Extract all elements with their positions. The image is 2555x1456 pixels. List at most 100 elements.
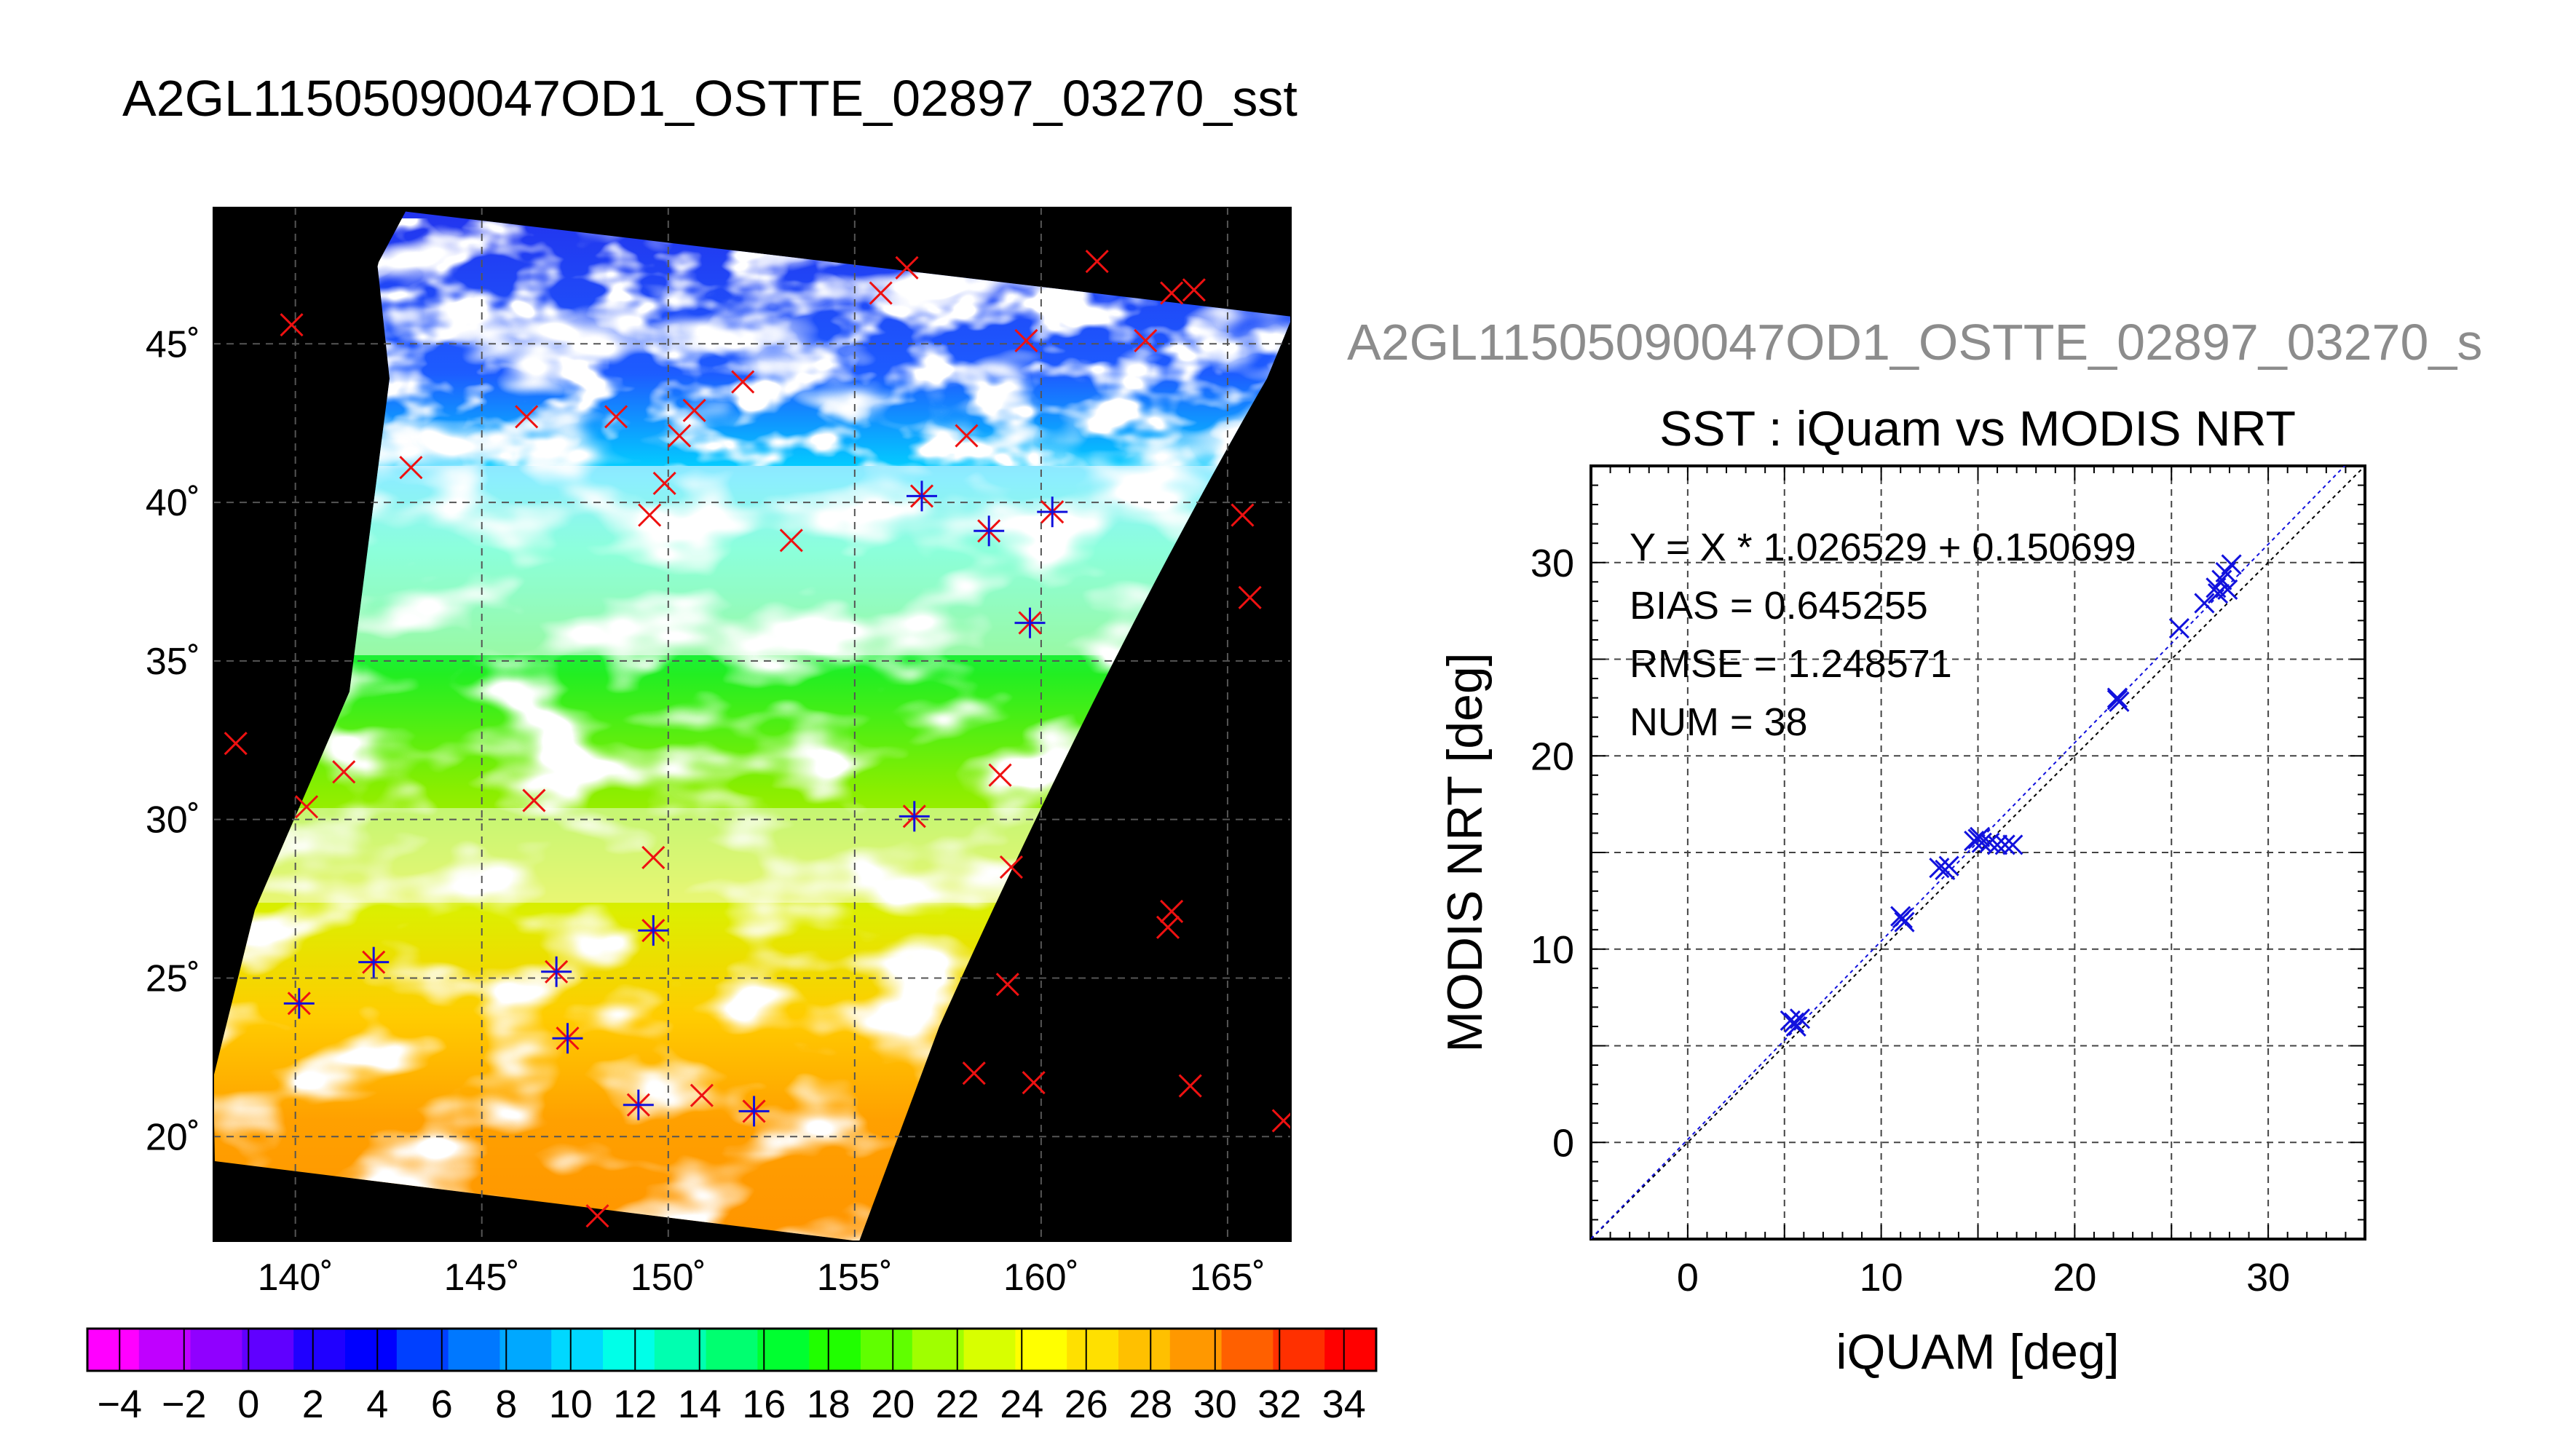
colorbar-tick-label: 22 [936,1382,979,1426]
iquam-point [641,845,666,870]
lat-tick-label: 40˚ [146,482,200,524]
iquam-point [652,471,676,496]
colorbar-swatch [1118,1329,1171,1371]
scatter-point [2106,689,2128,711]
modis-point [358,946,390,978]
iquam-point [522,788,546,812]
iquam-point [895,256,919,280]
modis-point [283,988,315,1019]
map-tick-labels: 140˚ 145˚ 150˚ 155˚ 160˚ 165˚ 20˚ 25˚ 30˚ 35˚ 40˚ 4… [146,323,1265,1299]
x-tick-label: 30 [2246,1256,2290,1299]
lat-tick-label: 45˚ [146,323,200,365]
colorbar-swatch [345,1329,398,1371]
lon-tick-label: 165˚ [1190,1257,1265,1299]
iquam-point [585,1204,609,1228]
y-tick-label: 10 [1531,928,1574,972]
lon-tick-label: 160˚ [1003,1257,1079,1299]
x-axis-label: iQUAM [deg] [1836,1324,2119,1380]
chart-title: A2GL11505090047OD1_OSTTE_02897_03270_sst [122,70,1298,127]
modis-point [1037,496,1068,528]
map-frame [213,207,1292,1242]
scatter-point [2002,834,2023,855]
scatter-point [2106,687,2128,708]
sst-map: 140˚ 145˚ 150˚ 155˚ 160˚ 165˚ 20˚ 25˚ 30˚ 35˚ 40˚ 4… [146,207,1292,1299]
scatter-point [1987,834,2008,855]
scatter-point [1789,1008,1811,1029]
colorbar-swatch [242,1329,294,1371]
iquam-point [515,405,539,429]
colorbar-swatch [551,1329,604,1371]
y-tick-label: 30 [1531,542,1574,585]
modis-point [974,515,1005,547]
scatter-points [1780,554,2242,1037]
iquam-point [690,1083,714,1107]
colorbar-swatch [963,1329,1016,1371]
regression-line [1591,466,2346,1239]
colorbar-swatch [1273,1329,1325,1371]
iquam-point [999,855,1023,879]
cloud-band [213,466,1291,655]
iquam-point [869,281,893,305]
lat-tick-label: 20˚ [146,1116,200,1158]
colorbar-tick-label: 2 [302,1382,324,1426]
colorbar-tick-label: 0 [237,1382,259,1426]
colorbar-tick-label: 14 [678,1382,722,1426]
sst-swath [213,207,1291,1241]
colorbar-tick-label: 32 [1257,1382,1301,1426]
iquam-point [668,424,692,448]
stats-num: NUM = 38 [1630,700,1808,744]
colorbar-swatch [87,1329,140,1371]
colorbar-swatch [1221,1329,1273,1371]
colorbar-swatch [757,1329,810,1371]
lat-tick-label: 35˚ [146,641,200,683]
lon-tick-label: 150˚ [631,1257,706,1299]
colorbar-swatch [1324,1329,1377,1371]
iquam-point [1014,328,1038,353]
lon-tick-label: 140˚ [258,1257,333,1299]
iquam-point [1182,278,1206,302]
modis-point [1014,607,1046,638]
iquam-point [955,424,979,448]
iquam-point [280,313,304,337]
iquam-point [1085,249,1109,274]
stats-bias: BIAS = 0.645255 [1630,584,1928,628]
iquam-point [682,398,706,422]
colorbar-tick-label: 8 [495,1382,517,1426]
iquam-point [779,529,803,553]
colorbar-tick-label: 4 [366,1382,388,1426]
stats-fit: Y = X * 1.026529 + 0.150699 [1630,526,2136,569]
iquam-point [962,1061,986,1085]
iquam-point [294,795,319,819]
colorbar-swatch [912,1329,965,1371]
land-mask [213,207,408,983]
modis-point [552,1023,583,1054]
stats-rmse: RMSE = 1.248571 [1630,642,1952,686]
lon-tick-label: 145˚ [444,1257,520,1299]
colorbar-tick-label: −2 [162,1382,207,1426]
iquam-point [604,405,628,429]
identity-line [1591,466,2365,1239]
match-points [224,249,1291,1228]
colorbar-swatch [1169,1329,1223,1371]
lat-tick-label: 30˚ [146,799,200,842]
scatter-point [1892,908,1913,929]
lat-tick-label: 25˚ [146,957,200,1000]
colorbar-tick-label: 34 [1322,1382,1366,1426]
colorbar-swatch [138,1329,191,1371]
scatter-title: SST : iQuam vs MODIS NRT [1659,401,2296,456]
colorbar-swatch [1067,1329,1119,1371]
iquam-point [1231,503,1255,527]
colorbar-swatch [654,1329,707,1371]
scatter-plot: SST : iQuam vs MODIS NRT Y = X * 1.02652… [1437,401,2366,1380]
colorbar-swatch [293,1329,346,1371]
colorbar-tick-label: 28 [1129,1382,1172,1426]
stats-block: Y = X * 1.026529 + 0.150699 BIAS = 0.645… [1630,526,2136,744]
x-tick-label: 20 [2053,1256,2096,1299]
colorbar-swatch [861,1329,913,1371]
scatter-point [2168,617,2189,639]
iquam-point [1160,899,1184,924]
map-grid [213,207,1291,1241]
colorbar-tick-label: 12 [613,1382,657,1426]
iquam-point [731,370,755,394]
